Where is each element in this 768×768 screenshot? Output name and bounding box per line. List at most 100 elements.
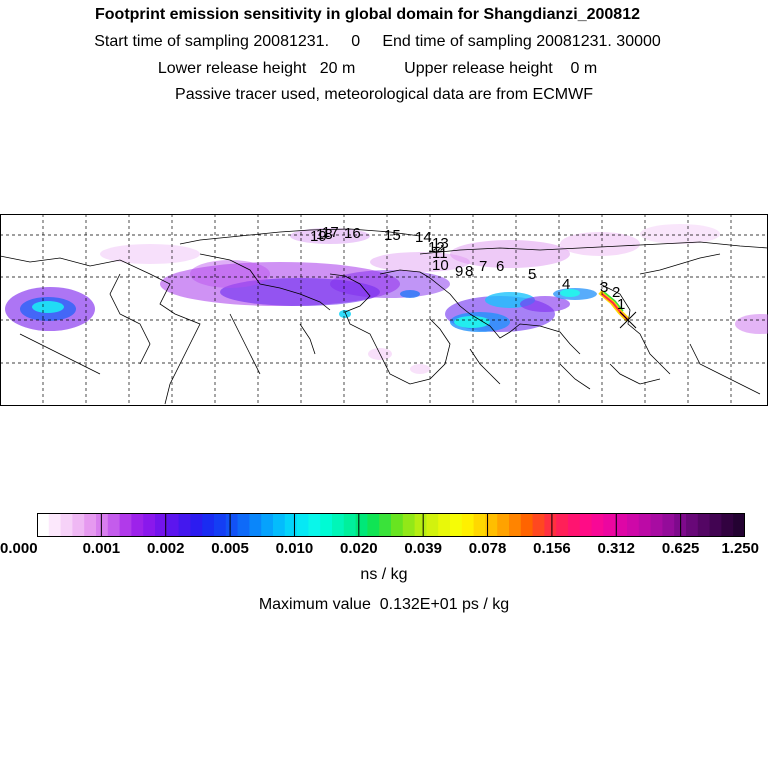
colorbar-swatch <box>509 513 522 537</box>
colorbar-tick-label: 0.002 <box>146 540 185 557</box>
trajectory-label-1: 1 <box>617 296 625 313</box>
colorbar-swatch <box>190 513 203 537</box>
colorbar-swatch <box>721 513 734 537</box>
colorbar-tick-label: 0.078 <box>468 540 507 557</box>
colorbar-swatch <box>296 513 309 537</box>
trajectory-label-18: 18 <box>316 226 333 243</box>
colorbar-swatch <box>379 513 392 537</box>
colorbar-swatch <box>638 513 652 537</box>
plot-title: Footprint emission sensitivity in global… <box>95 6 640 23</box>
colorbar-tick-label: 0.312 <box>597 540 636 557</box>
colorbar-swatch <box>627 513 640 537</box>
colorbar-swatches <box>37 513 745 537</box>
colorbar-swatch <box>556 513 569 537</box>
colorbar-swatch <box>733 513 745 537</box>
sampling-time-line: Start time of sampling 20081231. 0 End t… <box>94 33 661 50</box>
colorbar-swatch <box>214 513 227 537</box>
trajectory-label-6: 6 <box>496 258 504 275</box>
trajectory-label-9: 9 <box>455 263 463 280</box>
trajectory-labels: 1 2 3 4 5 6 7 8 9 10 11 12 13 14 15 16 1… <box>310 224 625 313</box>
colorbar-swatch <box>237 513 250 537</box>
trajectory-label-13: 13 <box>432 235 449 252</box>
colorbar-dividers <box>100 513 682 537</box>
colorbar-swatch <box>603 513 616 537</box>
coastlines <box>0 228 768 405</box>
release-height-line: Lower release height 20 m Upper release … <box>157 60 598 77</box>
colorbar-swatch <box>650 513 663 537</box>
colorbar-swatch <box>485 513 498 537</box>
trajectory-label-19: 19 <box>310 228 327 245</box>
trajectory-label-16: 16 <box>344 225 361 242</box>
colorbar-swatch <box>579 513 593 537</box>
colorbar-swatch <box>225 513 239 537</box>
colorbar-tick-label: 0.625 <box>661 540 700 557</box>
trajectory-label-3: 3 <box>600 279 608 296</box>
trajectory-label-14: 14 <box>415 229 432 246</box>
colorbar-swatch <box>414 513 427 537</box>
trajectory-label-5: 5 <box>528 266 536 283</box>
colorbar-swatch <box>72 513 85 537</box>
colorbar-tick-label: 0.039 <box>404 540 442 557</box>
trajectory-label-10: 10 <box>432 257 449 274</box>
colorbar-swatch <box>249 513 262 537</box>
colorbar-swatch <box>178 513 191 537</box>
footprint-map: 1 2 3 4 5 6 7 8 9 10 11 12 13 14 15 16 1… <box>0 214 768 406</box>
colorbar-swatch <box>497 513 510 537</box>
colorbar-swatch <box>367 513 380 537</box>
colorbar-swatch <box>402 513 416 537</box>
colorbar-swatch <box>544 513 557 537</box>
colorbar-swatch <box>591 513 604 537</box>
colorbar-swatch <box>96 513 109 537</box>
colorbar-swatch <box>332 513 345 537</box>
receptor-marker <box>619 311 637 329</box>
trajectory-label-15: 15 <box>384 227 401 244</box>
colorbar <box>37 513 745 537</box>
colorbar-swatch <box>355 513 368 537</box>
colorbar-swatch <box>391 513 404 537</box>
colorbar-swatch <box>60 513 73 537</box>
trajectory-label-7: 7 <box>479 258 487 275</box>
colorbar-tick-label: 0.156 <box>533 540 571 557</box>
trajectory-label-17: 17 <box>322 224 339 241</box>
colorbar-swatch <box>155 513 168 537</box>
sensitivity-field <box>5 224 768 374</box>
trajectory-label-8: 8 <box>465 263 473 280</box>
trajectory-label-12: 12 <box>428 239 445 256</box>
colorbar-swatch <box>37 513 50 537</box>
colorbar-swatch <box>568 513 581 537</box>
colorbar-tick-label: 0.010 <box>275 540 314 557</box>
colorbar-swatch <box>131 513 144 537</box>
colorbar-swatch <box>450 513 463 537</box>
colorbar-swatch <box>686 513 699 537</box>
colorbar-tick-label: 0.005 <box>211 540 249 557</box>
trajectory-label-4: 4 <box>562 276 570 293</box>
trajectory-label-11: 11 <box>432 245 448 262</box>
colorbar-swatch <box>343 513 357 537</box>
colorbar-swatch <box>261 513 274 537</box>
colorbar-swatch <box>461 513 475 537</box>
colorbar-swatch <box>119 513 132 537</box>
colorbar-swatch <box>615 513 628 537</box>
trajectory-label-2: 2 <box>612 284 620 301</box>
colorbar-unit: ns / kg <box>360 566 408 583</box>
maximum-value-text: Maximum value 0.132E+01 ps / kg <box>258 596 510 613</box>
map-frame <box>0 214 768 406</box>
colorbar-swatch <box>273 513 286 537</box>
colorbar-swatch <box>308 513 321 537</box>
colorbar-swatch <box>532 513 545 537</box>
colorbar-swatch <box>284 513 298 537</box>
colorbar-swatch <box>709 513 722 537</box>
colorbar-swatch <box>166 513 180 537</box>
colorbar-tick-label: 0.001 <box>82 540 121 557</box>
colorbar-swatch <box>202 513 215 537</box>
tracer-info-line: Passive tracer used, meteorological data… <box>175 86 593 103</box>
colorbar-tick-label: 1.250 <box>721 540 759 557</box>
colorbar-swatch <box>438 513 451 537</box>
colorbar-swatch <box>520 513 534 537</box>
colorbar-swatch <box>48 513 62 537</box>
colorbar-swatch <box>107 513 121 537</box>
colorbar-swatch <box>473 513 486 537</box>
colorbar-tick-label: 0.020 <box>340 540 378 557</box>
colorbar-swatch <box>143 513 156 537</box>
colorbar-swatch <box>84 513 97 537</box>
